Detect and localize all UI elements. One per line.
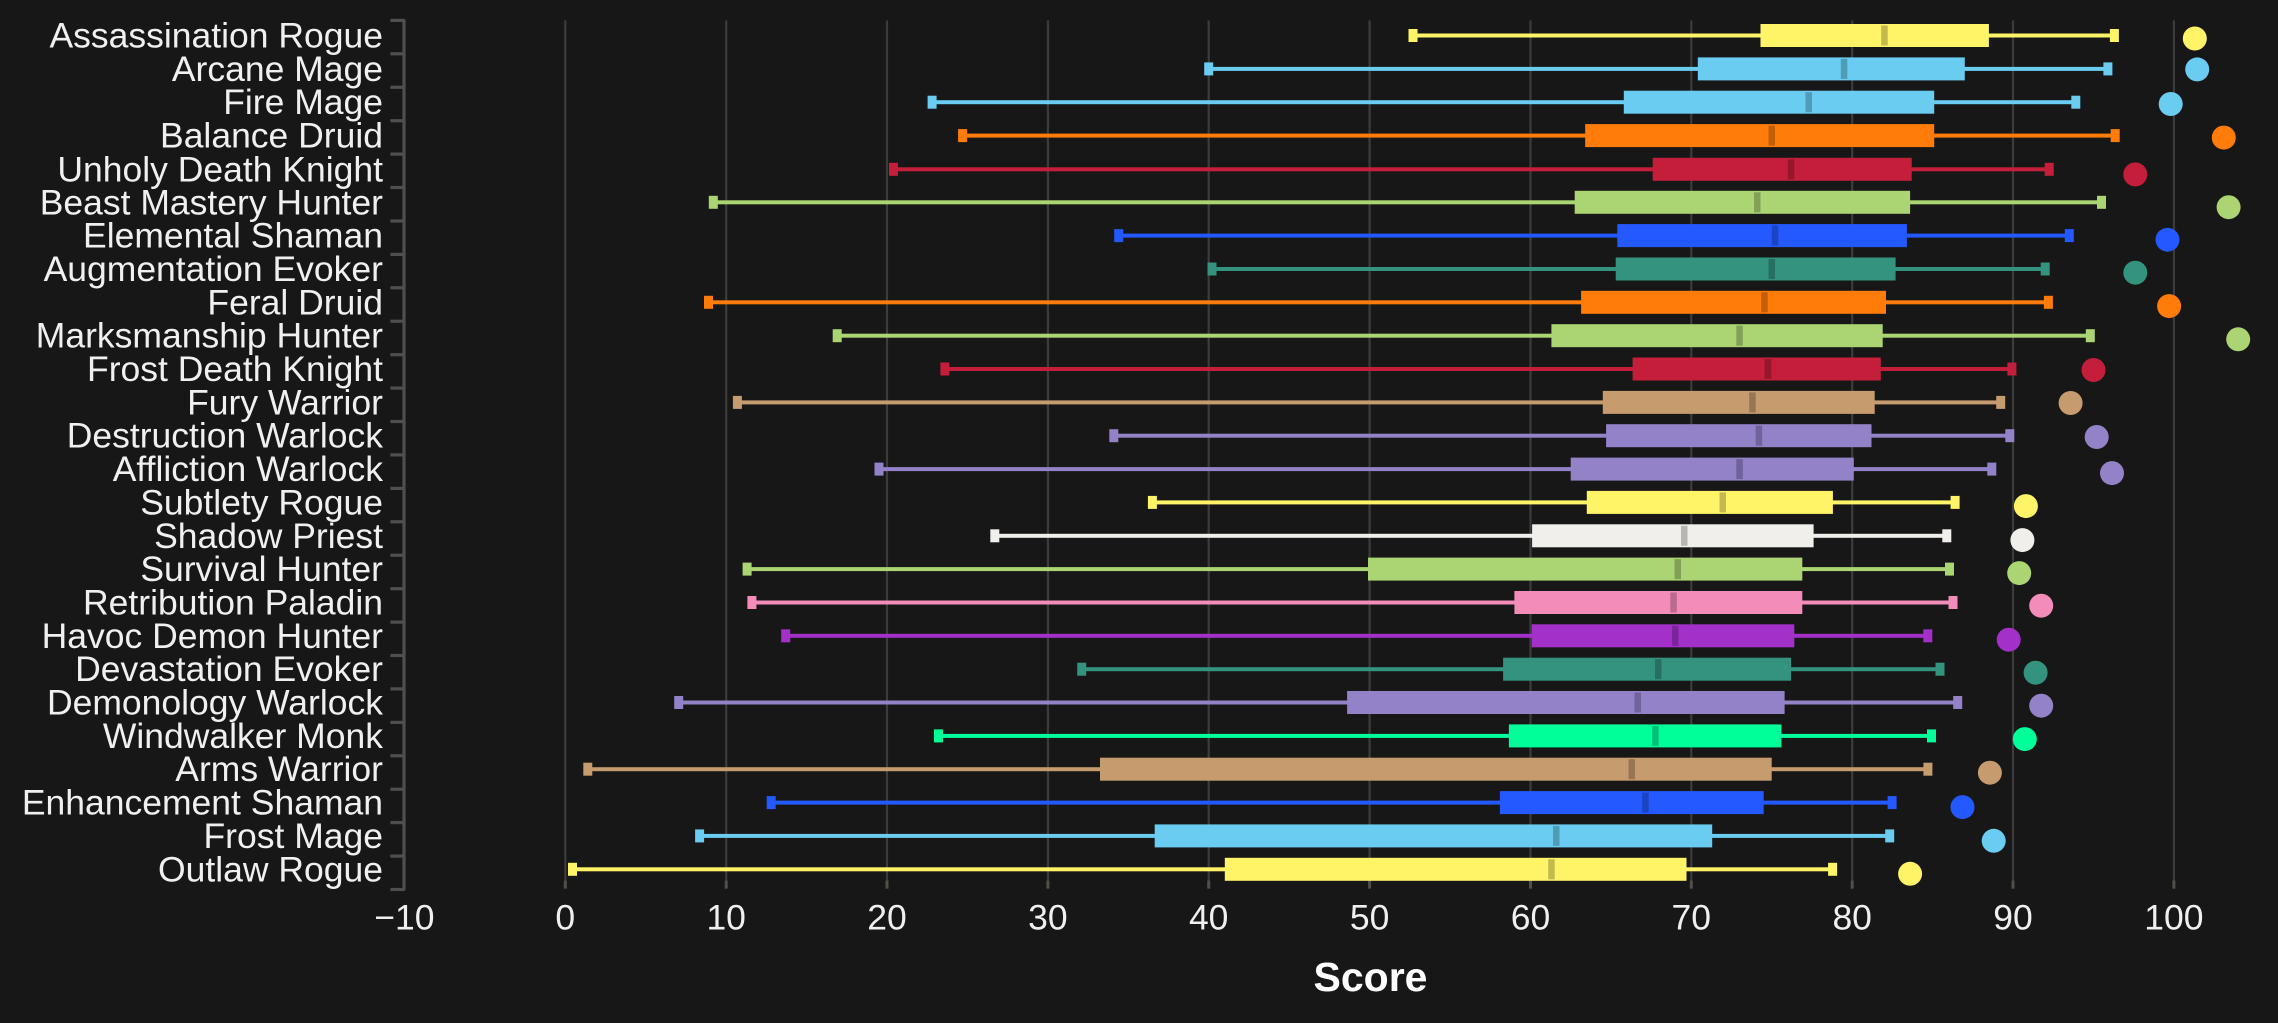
svg-text:100: 100 [2144,898,2203,938]
svg-text:Devastation Evoker: Devastation Evoker [75,649,383,689]
svg-text:Havoc Demon Hunter: Havoc Demon Hunter [42,616,384,656]
svg-text:10: 10 [706,898,746,938]
svg-text:Arms Warrior: Arms Warrior [175,749,383,789]
svg-text:20: 20 [867,898,907,938]
svg-text:Shadow Priest: Shadow Priest [154,516,383,556]
svg-text:Feral Druid: Feral Druid [207,282,383,322]
svg-text:70: 70 [1672,898,1712,938]
svg-text:Demonology Warlock: Demonology Warlock [47,683,383,723]
svg-text:Marksmanship Hunter: Marksmanship Hunter [36,316,383,356]
svg-text:−10: −10 [374,898,434,938]
svg-text:Beast Mastery Hunter: Beast Mastery Hunter [40,182,383,222]
svg-text:40: 40 [1189,898,1229,938]
svg-text:Retribution Paladin: Retribution Paladin [83,583,383,623]
svg-text:Unholy Death Knight: Unholy Death Knight [57,149,383,189]
svg-text:60: 60 [1511,898,1551,938]
svg-text:50: 50 [1350,898,1390,938]
svg-text:Augmentation Evoker: Augmentation Evoker [44,249,384,289]
svg-text:Arcane Mage: Arcane Mage [172,49,383,89]
svg-text:Frost Death Knight: Frost Death Knight [87,349,383,389]
svg-text:Survival Hunter: Survival Hunter [140,549,383,589]
svg-text:30: 30 [1028,898,1068,938]
svg-text:Balance Druid: Balance Druid [160,116,383,156]
svg-text:0: 0 [555,898,575,938]
svg-text:Elemental Shaman: Elemental Shaman [83,216,383,256]
svg-text:Windwalker Monk: Windwalker Monk [103,716,383,756]
svg-text:Outlaw Rogue: Outlaw Rogue [158,849,383,889]
svg-text:Enhancement Shaman: Enhancement Shaman [22,783,383,823]
svg-text:80: 80 [1832,898,1872,938]
svg-text:Frost Mage: Frost Mage [203,816,383,856]
svg-text:90: 90 [1993,898,2033,938]
svg-text:Destruction Warlock: Destruction Warlock [67,416,384,456]
svg-text:Subtlety Rogue: Subtlety Rogue [140,482,383,522]
svg-text:Fury Warrior: Fury Warrior [187,382,383,422]
svg-text:Assassination Rogue: Assassination Rogue [49,16,383,56]
svg-text:Affliction Warlock: Affliction Warlock [113,449,384,489]
svg-text:Fire Mage: Fire Mage [223,82,383,122]
svg-text:Score: Score [1314,954,1428,1000]
